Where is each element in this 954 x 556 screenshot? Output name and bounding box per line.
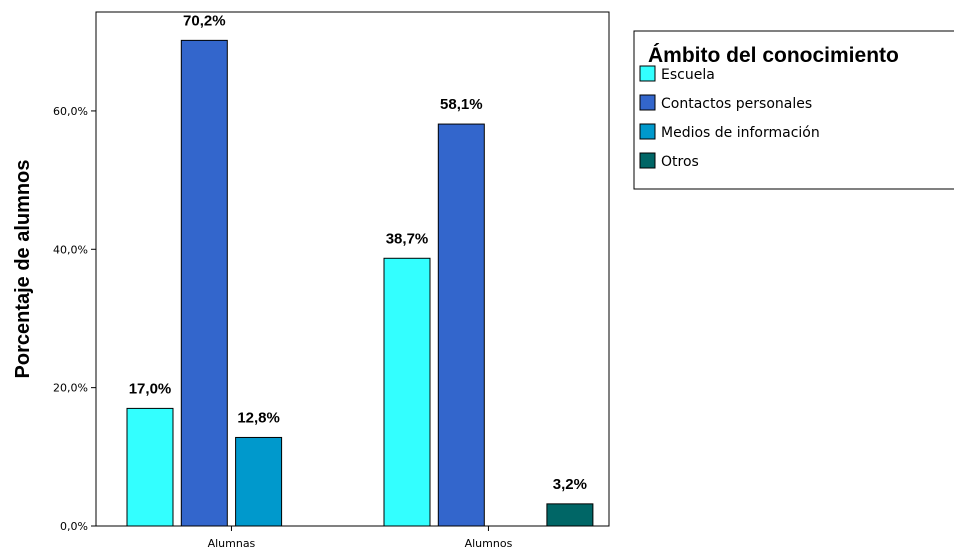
x-category-label: Alumnas: [208, 537, 256, 550]
y-tick-label: 0,0%: [60, 520, 88, 533]
legend-swatch: [639, 152, 656, 169]
y-tick-label: 40,0%: [53, 243, 88, 256]
data-label: 38,7%: [386, 230, 429, 247]
bar-escuela-alumnos: [383, 257, 431, 527]
legend-swatch: [639, 94, 656, 111]
bar-medios-de-informaci-n-alumnas: [235, 436, 283, 527]
legend-item-label: Contactos personales: [661, 96, 812, 112]
data-label: 3,2%: [553, 476, 587, 493]
bar-otros-alumnos: [546, 503, 594, 527]
data-label: 70,2%: [183, 12, 226, 29]
legend-title: Ámbito del conocimiento: [648, 44, 899, 67]
data-labels: 17,0% 70,2% 12,8% 38,7% 58,1% 3,2%: [129, 12, 587, 492]
legend-swatch: [639, 65, 656, 82]
data-label: 58,1%: [440, 96, 483, 113]
bar-contactos-personales-alumnos: [437, 123, 485, 527]
legend-item-label: Escuela: [661, 67, 715, 83]
bars: [126, 39, 594, 527]
legend-item-label: Medios de información: [661, 125, 820, 141]
y-tick-label: 20,0%: [53, 382, 88, 395]
data-label: 12,8%: [237, 409, 280, 426]
bar-contactos-personales-alumnas: [180, 39, 228, 527]
legend-items: Escuela Contactos personales Medios de inf…: [639, 65, 820, 170]
x-axis: Alumnas Alumnos: [208, 526, 513, 550]
x-category-label: Alumnos: [465, 537, 513, 550]
legend-frame: [633, 30, 954, 190]
data-label: 17,0%: [129, 380, 172, 397]
y-tick-label: 60,0%: [53, 105, 88, 118]
y-axis: 0,0% 20,0% 40,0% 60,0%: [53, 105, 96, 533]
legend-swatch: [639, 123, 656, 140]
legend-item-label: Otros: [661, 154, 699, 170]
y-axis-label: Porcentaje de alumnos: [12, 160, 34, 379]
legend: Ámbito del conocimiento Escuela Contactos…: [633, 30, 954, 190]
bar-escuela-alumnas: [126, 407, 174, 527]
